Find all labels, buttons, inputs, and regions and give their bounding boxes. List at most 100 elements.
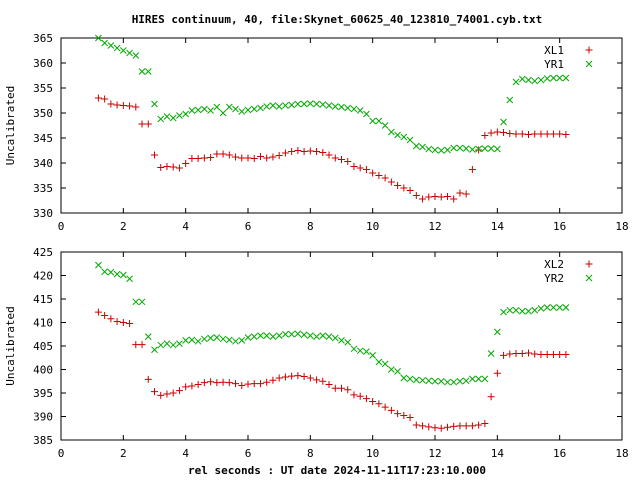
data-point <box>344 386 352 394</box>
data-point <box>194 381 202 389</box>
data-point <box>456 422 464 430</box>
data-point <box>306 332 314 340</box>
data-point <box>431 377 439 385</box>
x-tick-label: 2 <box>120 220 127 233</box>
data-point <box>163 113 171 120</box>
data-point <box>282 102 289 109</box>
data-point <box>151 388 158 396</box>
data-point <box>119 47 127 54</box>
data-point <box>412 421 420 429</box>
y-tick-label: 345 <box>33 132 53 145</box>
data-point <box>487 393 495 401</box>
x-tick-label: 18 <box>615 447 628 460</box>
data-point <box>356 107 364 114</box>
data-point <box>518 307 526 315</box>
data-point <box>481 375 489 383</box>
data-point <box>225 379 233 387</box>
data-point <box>313 148 321 155</box>
data-point <box>101 268 108 276</box>
data-point <box>419 422 427 430</box>
data-point <box>394 182 402 189</box>
data-point <box>113 101 121 109</box>
data-point <box>362 395 370 403</box>
data-point <box>201 335 208 343</box>
data-point <box>487 145 495 152</box>
data-point <box>132 103 140 111</box>
data-point <box>543 75 551 82</box>
x-tick-label: 16 <box>553 447 566 460</box>
data-point <box>232 105 239 113</box>
data-point <box>531 306 539 314</box>
data-point <box>350 391 358 399</box>
data-point <box>207 107 214 114</box>
data-point <box>468 166 476 173</box>
data-point <box>500 351 508 359</box>
data-point <box>556 130 564 138</box>
data-point <box>419 195 427 203</box>
data-point <box>550 74 557 82</box>
data-point <box>419 376 426 384</box>
data-point <box>425 423 433 431</box>
data-point <box>381 403 389 411</box>
data-point <box>525 349 532 357</box>
data-point <box>151 346 158 354</box>
data-point <box>95 34 102 42</box>
data-point <box>113 270 121 278</box>
data-point <box>250 380 258 388</box>
data-point <box>238 154 246 162</box>
data-point <box>219 378 227 386</box>
data-point <box>388 128 395 136</box>
data-point <box>294 330 302 338</box>
data-point <box>256 380 264 388</box>
data-point <box>338 337 345 344</box>
data-point <box>500 118 507 126</box>
data-point <box>481 132 489 139</box>
data-point <box>169 114 177 122</box>
data-point <box>475 146 483 154</box>
data-point <box>288 372 296 380</box>
data-point <box>313 376 321 384</box>
data-point <box>419 143 426 151</box>
data-point <box>119 319 127 326</box>
data-point <box>537 305 545 312</box>
data-point <box>182 110 190 118</box>
data-point <box>481 145 489 152</box>
data-point <box>119 271 127 279</box>
data-point <box>462 190 470 198</box>
data-point <box>275 374 283 382</box>
data-point <box>163 163 171 170</box>
y-tick-label: 365 <box>33 32 53 45</box>
data-point <box>512 350 520 358</box>
data-point <box>313 333 320 340</box>
data-point <box>437 377 445 385</box>
x-tick-label: 4 <box>182 220 189 233</box>
data-point <box>313 100 320 108</box>
data-point <box>363 348 370 355</box>
series-xl1 <box>94 94 570 203</box>
data-point <box>537 350 545 358</box>
y-tick-label: 335 <box>33 182 53 195</box>
x-tick-label: 2 <box>120 447 127 460</box>
data-point <box>288 101 295 109</box>
data-point <box>400 412 408 420</box>
data-point <box>94 308 102 316</box>
legend-marker <box>585 260 593 268</box>
data-point <box>493 145 501 153</box>
data-point <box>450 195 458 203</box>
data-point <box>188 336 196 344</box>
data-point <box>387 178 395 186</box>
data-point <box>331 103 339 110</box>
data-point <box>269 102 277 109</box>
legend-marker <box>585 46 593 54</box>
data-point <box>157 391 165 399</box>
data-point <box>107 315 115 323</box>
data-point <box>556 304 564 311</box>
data-point <box>462 377 470 385</box>
data-point <box>219 109 227 117</box>
data-point <box>388 366 395 373</box>
data-point <box>356 392 364 400</box>
x-tick-label: 6 <box>245 220 252 233</box>
data-point <box>163 340 171 348</box>
data-point <box>182 160 190 167</box>
data-point <box>338 384 345 392</box>
